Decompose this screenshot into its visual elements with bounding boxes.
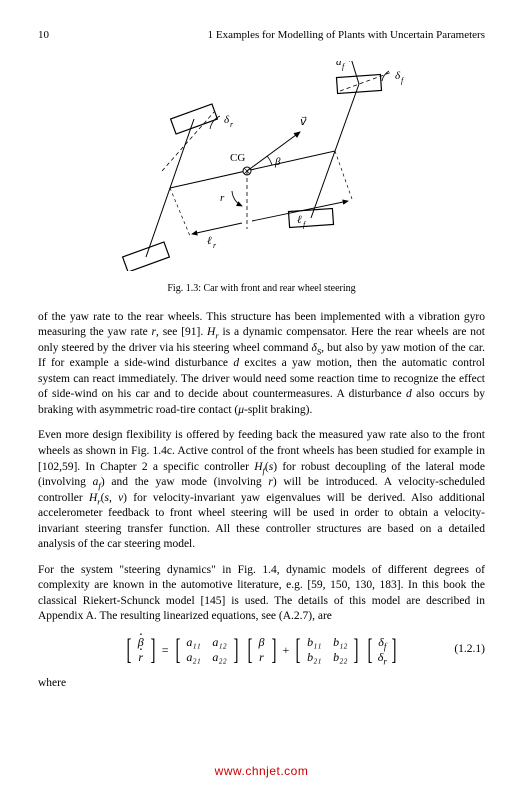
figure-car-steering: δ r a f δ f CG v⃗ β r ℓ r ℓ f (38, 61, 485, 277)
state-vector: [ β r ] (245, 635, 279, 666)
watermark: www.chnjet.com (215, 763, 309, 779)
svg-text:r: r (230, 120, 234, 129)
svg-text:v⃗: v⃗ (300, 116, 307, 128)
state-derivative-vector: [ β r ] (124, 635, 158, 666)
svg-text:β: β (274, 156, 281, 168)
svg-text:f: f (342, 62, 346, 71)
svg-text:ℓ: ℓ (297, 214, 302, 226)
svg-text:ℓ: ℓ (207, 235, 212, 247)
equation-1-2-1: [ β r ] = [ a₁₁ a₁₂ a₂₁ a₂₂ ] [ (38, 635, 485, 666)
equals-sign: = (162, 642, 169, 658)
car-diagram-svg: δ r a f δ f CG v⃗ β r ℓ r ℓ f (92, 61, 432, 271)
chapter-title: 1 Examples for Modelling of Plants with … (208, 28, 485, 43)
equation-content: [ β r ] = [ a₁₁ a₁₂ a₂₁ a₂₂ ] [ (124, 635, 400, 666)
input-vector: [ δf δr ] (365, 635, 399, 666)
paragraph-1: of the yaw rate to the rear wheels. This… (38, 310, 485, 419)
page-header: 10 1 Examples for Modelling of Plants wi… (38, 28, 485, 43)
plus-sign: + (283, 642, 290, 658)
paragraph-3: For the system "steering dynamics" in Fi… (38, 563, 485, 625)
figure-caption: Fig. 1.3: Car with front and rear wheel … (38, 282, 485, 296)
svg-text:CG: CG (230, 152, 245, 164)
paragraph-2: Even more design flexibility is offered … (38, 428, 485, 552)
svg-text:f: f (401, 76, 405, 85)
b-matrix: [ b₁₁ b₁₂ b₂₁ b₂₂ ] (293, 635, 361, 666)
a-matrix: [ a₁₁ a₁₂ a₂₁ a₂₂ ] (173, 635, 241, 666)
where-text: where (38, 676, 485, 692)
svg-text:r: r (220, 192, 225, 204)
equation-number: (1.2.1) (454, 642, 485, 658)
svg-text:r: r (213, 241, 217, 250)
page-number: 10 (38, 28, 49, 43)
